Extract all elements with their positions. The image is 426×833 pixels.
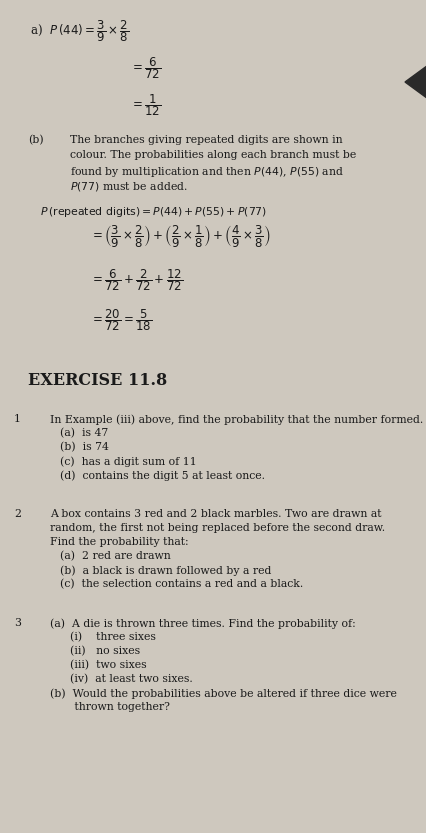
Text: 3: 3 [14, 618, 21, 628]
Text: (c)  has a digit sum of 11: (c) has a digit sum of 11 [60, 456, 196, 466]
Text: $P(77)$ must be added.: $P(77)$ must be added. [70, 180, 187, 193]
Text: found by multiplication and then $P(44)$, $P(55)$ and: found by multiplication and then $P(44)$… [70, 165, 343, 179]
Text: a)  $P\,(44) = \dfrac{3}{9}\times\dfrac{2}{8}$: a) $P\,(44) = \dfrac{3}{9}\times\dfrac{2… [30, 18, 129, 43]
Text: $= \dfrac{20}{72} = \dfrac{5}{18}$: $= \dfrac{20}{72} = \dfrac{5}{18}$ [90, 307, 152, 332]
Text: (ii)   no sixes: (ii) no sixes [70, 646, 140, 656]
Text: (b)  Would the probabilities above be altered if three dice were: (b) Would the probabilities above be alt… [50, 688, 396, 699]
Polygon shape [404, 63, 426, 100]
Text: 1: 1 [14, 414, 21, 424]
Text: (a)  A die is thrown three times. Find the probability of:: (a) A die is thrown three times. Find th… [50, 618, 355, 629]
Text: thrown together?: thrown together? [50, 702, 170, 712]
Text: (b): (b) [28, 135, 43, 145]
Text: (d)  contains the digit 5 at least once.: (d) contains the digit 5 at least once. [60, 470, 265, 481]
Text: $P\,(\mathrm{repeated\ digits}) = P(44)+P(55)+P(77)$: $P\,(\mathrm{repeated\ digits}) = P(44)+… [40, 205, 266, 219]
Text: $= \dfrac{1}{12}$: $= \dfrac{1}{12}$ [130, 92, 161, 117]
Text: The branches giving repeated digits are shown in: The branches giving repeated digits are … [70, 135, 342, 145]
Text: (b)  is 74: (b) is 74 [60, 442, 109, 452]
Text: EXERCISE 11.8: EXERCISE 11.8 [28, 372, 167, 389]
Text: In Example (iii) above, find the probability that the number formed.: In Example (iii) above, find the probabi… [50, 414, 422, 425]
Text: (b)  a black is drawn followed by a red: (b) a black is drawn followed by a red [60, 565, 271, 576]
Text: (a)  is 47: (a) is 47 [60, 428, 108, 438]
Text: random, the first not being replaced before the second draw.: random, the first not being replaced bef… [50, 523, 384, 533]
Text: Find the probability that:: Find the probability that: [50, 537, 188, 547]
Text: (a)  2 red are drawn: (a) 2 red are drawn [60, 551, 170, 561]
Text: (iii)  two sixes: (iii) two sixes [70, 660, 146, 671]
Text: (c)  the selection contains a red and a black.: (c) the selection contains a red and a b… [60, 579, 302, 589]
Text: 2: 2 [14, 509, 21, 519]
Text: A box contains 3 red and 2 black marbles. Two are drawn at: A box contains 3 red and 2 black marbles… [50, 509, 380, 519]
Text: $= \left(\dfrac{3}{9}\times\dfrac{2}{8}\right)+\left(\dfrac{2}{9}\times\dfrac{1}: $= \left(\dfrac{3}{9}\times\dfrac{2}{8}\… [90, 223, 270, 249]
Text: (iv)  at least two sixes.: (iv) at least two sixes. [70, 674, 192, 685]
Text: colour. The probabilities along each branch must be: colour. The probabilities along each bra… [70, 150, 355, 160]
Text: (i)    three sixes: (i) three sixes [70, 632, 155, 642]
Text: $= \dfrac{6}{72}$: $= \dfrac{6}{72}$ [130, 55, 161, 81]
Text: $= \dfrac{6}{72}+\dfrac{2}{72}+\dfrac{12}{72}$: $= \dfrac{6}{72}+\dfrac{2}{72}+\dfrac{12… [90, 267, 183, 292]
